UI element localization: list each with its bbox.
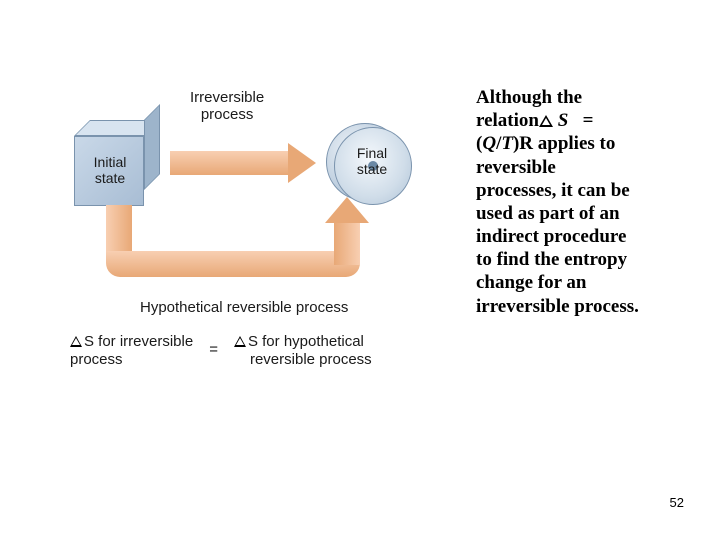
eq-text: process xyxy=(70,351,123,368)
para-text: )R applies xyxy=(513,133,595,154)
explanation-paragraph: Although the relation S = (Q/T)R applies… xyxy=(476,86,640,318)
label-text: state xyxy=(357,161,387,177)
hypothetical-arrow xyxy=(106,205,386,289)
final-state-cylinder: Final state xyxy=(326,123,418,203)
arrow-segment xyxy=(106,251,360,277)
arrow-head-icon xyxy=(325,197,369,223)
entropy-equation: S for irreversible process = S for hypot… xyxy=(70,333,372,369)
initial-state-label: Initial state xyxy=(82,154,138,186)
para-var: Q xyxy=(482,133,496,154)
arrow-shaft xyxy=(170,151,288,175)
initial-state-cube: Initial state xyxy=(74,120,160,206)
eq-text: S for hypothetical xyxy=(248,333,364,350)
final-state-label: Final state xyxy=(348,145,396,177)
para-var: S xyxy=(558,110,569,131)
para-var: T xyxy=(501,133,513,154)
para-text: to reversible processes, it can be used … xyxy=(476,133,639,316)
arrow-segment xyxy=(106,205,132,251)
entropy-diagram: Irreversible process Initial state Final… xyxy=(70,85,450,365)
eq-text: reversible process xyxy=(234,351,372,368)
irreversible-process-label: Irreversible process xyxy=(190,89,264,124)
eq-text: S for irreversible xyxy=(84,333,193,350)
label-text: Initial xyxy=(94,154,127,170)
delta-icon xyxy=(234,336,246,347)
page-number: 52 xyxy=(670,495,684,510)
hypothetical-process-label: Hypothetical reversible process xyxy=(140,299,348,316)
label-text: process xyxy=(201,106,254,123)
para-text: = xyxy=(583,110,594,131)
delta-icon xyxy=(70,336,82,347)
arrow-head-icon xyxy=(288,143,316,183)
label-text: Irreversible xyxy=(190,89,264,106)
equation-lhs: S for irreversible process xyxy=(70,333,193,369)
irreversible-arrow xyxy=(170,143,316,183)
label-text: state xyxy=(95,170,125,186)
label-text: Final xyxy=(357,145,387,161)
delta-icon xyxy=(539,115,553,127)
equation-rhs: S for hypothetical reversible process xyxy=(234,333,372,369)
arrow-segment xyxy=(334,221,360,265)
equation-equals: = xyxy=(209,333,218,358)
cube-side-face xyxy=(144,104,160,190)
